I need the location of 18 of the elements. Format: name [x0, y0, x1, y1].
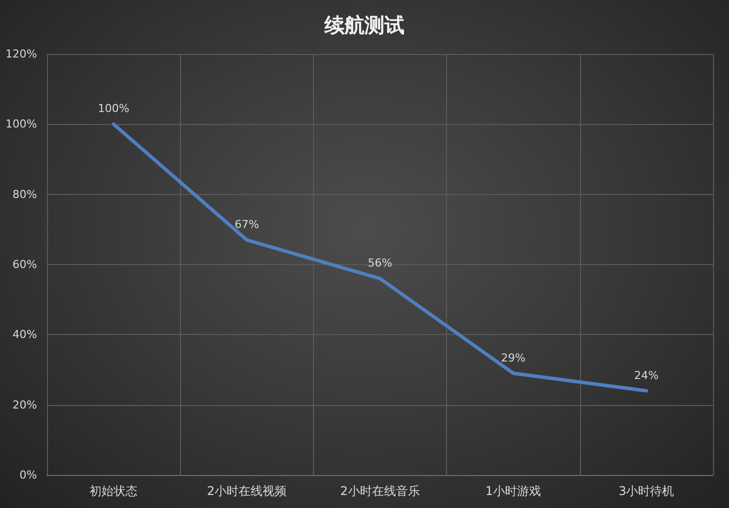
data-label: 56%	[368, 256, 392, 270]
y-tick-label: 80%	[12, 188, 37, 201]
y-tick-label: 20%	[12, 398, 37, 412]
x-tick-label: 2小时在线视频	[206, 484, 287, 498]
data-label: 24%	[634, 368, 659, 382]
y-tick-label: 120%	[6, 48, 37, 60]
x-tick-label: 1小时游戏	[485, 484, 542, 498]
x-tick-label: 2小时在线音乐	[340, 484, 420, 498]
y-tick-label: 100%	[6, 118, 37, 131]
y-tick-label: 0%	[20, 468, 37, 482]
chart-title: 续航测试	[324, 13, 404, 37]
data-label: 29%	[500, 351, 526, 364]
data-label: 100%	[98, 102, 130, 116]
y-tick-label: 60%	[12, 258, 37, 271]
x-tick-label: 初始状态	[90, 484, 138, 498]
y-tick-label: 40%	[12, 328, 37, 342]
x-tick-label: 3小时待机	[618, 484, 674, 498]
data-label: 67%	[234, 218, 260, 231]
